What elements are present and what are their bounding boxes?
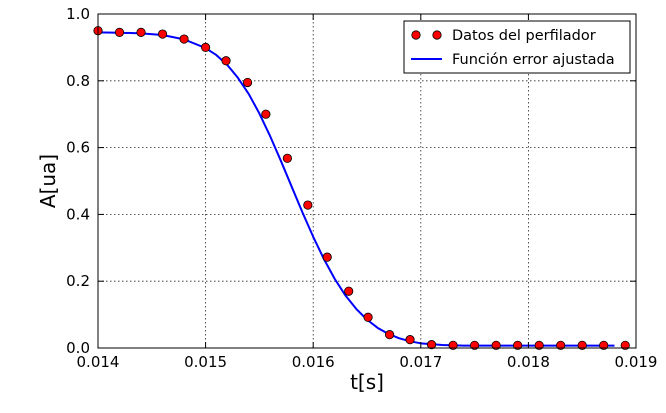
x-tick-label: 0.014 (77, 353, 120, 371)
y-tick-label: 0.4 (66, 205, 90, 223)
plot-frame (97, 13, 637, 349)
x-tick-label: 0.017 (399, 353, 442, 371)
data-point (179, 34, 189, 44)
x-tick-label: 0.015 (184, 353, 227, 371)
x-tick-labels: 0.014 0.015 0.016 0.017 0.018 0.019 (77, 353, 658, 371)
data-point (114, 27, 125, 37)
x-tick-label: 0.019 (615, 353, 658, 371)
data-point (344, 286, 354, 296)
legend-marker-profiler-data (411, 30, 421, 40)
data-point (448, 340, 458, 350)
y-tick-label: 1.0 (66, 5, 90, 23)
fit-curve-series (97, 31, 615, 347)
data-point (491, 340, 501, 350)
data-point (384, 330, 395, 340)
data-point (513, 340, 523, 350)
y-tick-label: 0.8 (66, 72, 90, 90)
data-point (363, 312, 373, 322)
x-axis-label: t[s] (350, 370, 384, 394)
legend-label-fit-curve: Función error ajustada (452, 52, 615, 68)
legend-box (403, 20, 631, 74)
data-point (469, 340, 480, 350)
x-tick-label: 0.018 (507, 353, 550, 371)
grid (98, 14, 636, 348)
data-point (322, 252, 332, 262)
data-point (426, 340, 437, 350)
data-point (136, 27, 146, 37)
data-point (157, 29, 168, 39)
fit-curve-line (97, 31, 615, 347)
data-point (282, 153, 292, 163)
axis-ticks (97, 13, 637, 349)
data-point (556, 340, 566, 350)
data-point (221, 56, 231, 66)
data-point (201, 42, 211, 53)
data-point (599, 340, 609, 350)
data-point (620, 340, 630, 350)
legend: Datos del perfilador Función error ajust… (403, 20, 631, 74)
data-point (577, 340, 587, 350)
y-tick-label: 0.2 (66, 272, 90, 290)
data-point (261, 109, 271, 119)
data-point (303, 200, 313, 210)
data-point (242, 77, 253, 88)
legend-label-profiler-data: Datos del perfilador (452, 28, 596, 44)
legend-marker-profiler-data (432, 30, 442, 40)
y-tick-labels: 0.0 0.2 0.4 0.6 0.8 1.0 (66, 5, 90, 357)
y-tick-label: 0.0 (66, 339, 90, 357)
data-point (405, 335, 415, 345)
profiler-data-series (93, 26, 630, 350)
data-point (534, 340, 544, 350)
y-tick-label: 0.6 (66, 139, 90, 157)
y-axis-label: A[ua] (36, 154, 60, 208)
x-tick-label: 0.016 (292, 353, 335, 371)
